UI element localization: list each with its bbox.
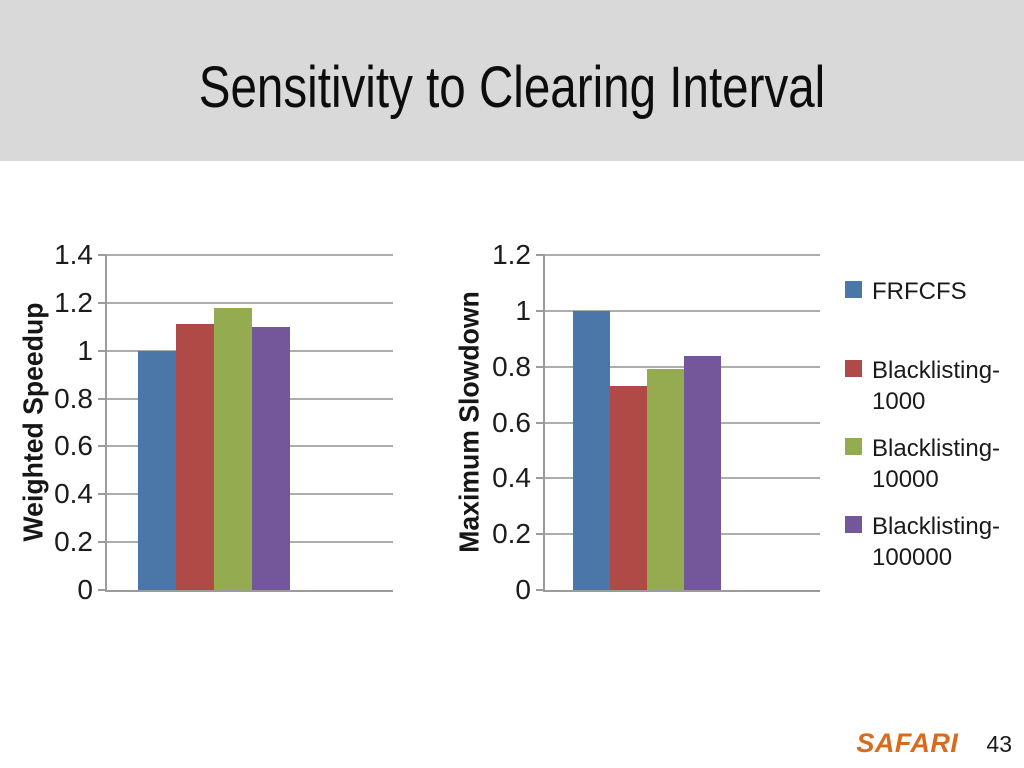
y-tick-label: 1	[515, 294, 531, 326]
gridline	[545, 365, 820, 368]
bar-frfcfs	[573, 310, 610, 590]
axis-tick-mark	[98, 445, 107, 448]
axis-tick-mark	[536, 421, 545, 424]
y-axis-title: Weighted Speedup	[17, 302, 49, 542]
bar-blacklisting-10000	[214, 307, 252, 590]
y-axis-tick-labels: 0 0.2 0.4 0.6 0.8 1 1.2 1.4	[33, 240, 93, 605]
slide-header: Sensitivity to Clearing Interval	[0, 0, 1024, 161]
y-tick-label: 0.6	[492, 406, 531, 438]
y-axis-title: Maximum Slowdown	[453, 291, 485, 553]
legend-item-frfcfs: FRFCFS	[845, 276, 1020, 307]
legend-label: Blacklisting-1000	[872, 357, 1001, 415]
y-tick-label: 0	[515, 574, 531, 605]
gridline	[545, 477, 820, 480]
gridline	[107, 301, 393, 304]
gridline	[107, 445, 393, 448]
y-tick-label: 0.2	[492, 518, 531, 550]
legend-label: Blacklisting-100000	[872, 513, 1001, 571]
bar-blacklisting-100000	[684, 355, 721, 590]
y-tick-label: 1.2	[492, 239, 531, 270]
gridline	[107, 349, 393, 352]
gridline	[107, 493, 393, 496]
y-tick-label: 0.4	[54, 478, 93, 510]
y-tick-label: 0	[77, 574, 93, 605]
y-axis-tick-labels: 0 0.2 0.4 0.6 0.8 1 1.2	[471, 240, 531, 605]
y-tick-label: 1.2	[54, 286, 93, 318]
y-tick-label: 0.8	[492, 350, 531, 382]
axis-tick-mark	[98, 349, 107, 352]
axis-tick-mark	[536, 365, 545, 368]
bar-blacklisting-100000	[252, 326, 290, 590]
legend-item-blacklisting-10000: Blacklisting-10000	[845, 433, 1020, 495]
slide-title: Sensitivity to Clearing Interval	[198, 55, 826, 120]
y-tick-label: 1	[77, 334, 93, 366]
y-tick-label: 0.2	[54, 526, 93, 558]
legend-item-blacklisting-1000: Blacklisting-1000	[845, 355, 1020, 417]
gridline	[545, 421, 820, 424]
safari-logo: SAFARI	[856, 728, 959, 758]
legend-label: Blacklisting-10000	[872, 435, 1001, 493]
blacklisting-10000-swatch-icon	[845, 438, 862, 455]
gridline	[545, 533, 820, 536]
blacklisting-1000-swatch-icon	[845, 360, 862, 377]
legend-label: FRFCFS	[872, 278, 967, 305]
axis-tick-mark	[98, 397, 107, 400]
page-number: 43	[986, 731, 1012, 757]
gridline	[545, 309, 820, 312]
y-tick-label: 1.4	[54, 239, 93, 270]
frfcfs-swatch-icon	[845, 281, 862, 298]
blacklisting-100000-swatch-icon	[845, 516, 862, 533]
axis-tick-mark	[98, 589, 107, 591]
axis-tick-mark	[98, 254, 107, 256]
bar-frfcfs	[138, 350, 176, 590]
plot-area	[536, 254, 820, 592]
legend-item-blacklisting-100000: Blacklisting-100000	[845, 511, 1020, 573]
gridline	[107, 254, 393, 256]
axis-tick-mark	[536, 533, 545, 536]
bar-blacklisting-1000	[610, 386, 647, 590]
y-tick-label: 0.8	[54, 382, 93, 414]
chart-legend: FRFCFS Blacklisting-1000 Blacklisting-10…	[845, 276, 1020, 589]
axis-tick-mark	[536, 254, 545, 256]
bar-blacklisting-1000	[176, 324, 214, 590]
plot-area	[98, 254, 393, 592]
axis-tick-mark	[536, 477, 545, 480]
bar-blacklisting-10000	[647, 369, 684, 590]
axis-tick-mark	[536, 309, 545, 312]
axis-tick-mark	[98, 493, 107, 496]
slide-footer: SAFARI 43	[856, 728, 1012, 759]
gridline	[107, 397, 393, 400]
axis-tick-mark	[98, 541, 107, 544]
gridline	[545, 254, 820, 256]
gridline	[107, 541, 393, 544]
axis-tick-mark	[98, 301, 107, 304]
axis-tick-mark	[536, 589, 545, 591]
y-tick-label: 0.4	[492, 462, 531, 494]
y-tick-label: 0.6	[54, 430, 93, 462]
